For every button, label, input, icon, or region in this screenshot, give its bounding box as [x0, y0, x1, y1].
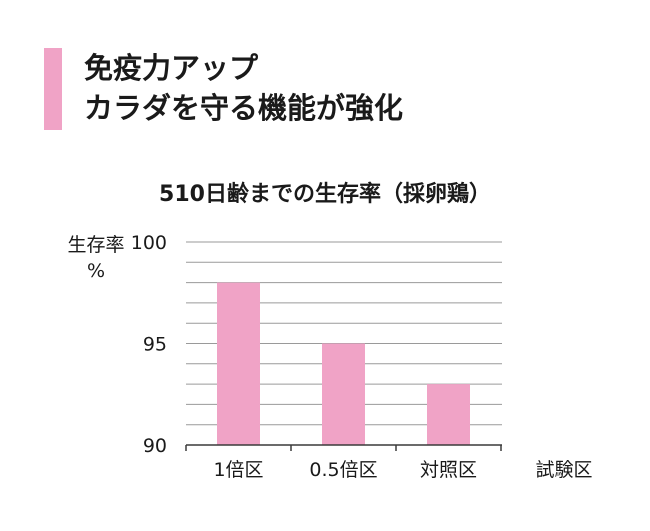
bar: [427, 384, 470, 445]
y-axis-label-line-2: %: [86, 260, 106, 282]
chart-title: 510日齢までの生存率（採卵鶏）: [159, 182, 491, 207]
y-tick-label: 95: [143, 334, 167, 356]
y-axis-label-line-1: 生存率: [67, 234, 125, 256]
x-axis-label: 試験区: [535, 459, 592, 481]
x-category-label: 0.5倍区: [309, 459, 377, 481]
bar: [217, 282, 260, 445]
x-category-label: 対照区: [420, 459, 477, 481]
bars: [217, 282, 470, 445]
x-category-label: 1倍区: [213, 459, 263, 481]
axis-labels: 90 95 100 1倍区 0.5倍区 対照区 試験区: [131, 232, 593, 481]
axes: [185, 444, 502, 451]
y-axis-label: 生存率 %: [64, 232, 128, 284]
y-tick-label: 100: [131, 232, 167, 254]
y-tick-label: 90: [143, 435, 167, 457]
bar: [322, 343, 365, 445]
headline-line-1: 免疫力アップ: [84, 51, 259, 85]
accent-bar: [44, 48, 62, 130]
header: 免疫力アップ カラダを守る機能が強化: [44, 48, 604, 130]
headline-line-2: カラダを守る機能が強化: [84, 91, 404, 125]
